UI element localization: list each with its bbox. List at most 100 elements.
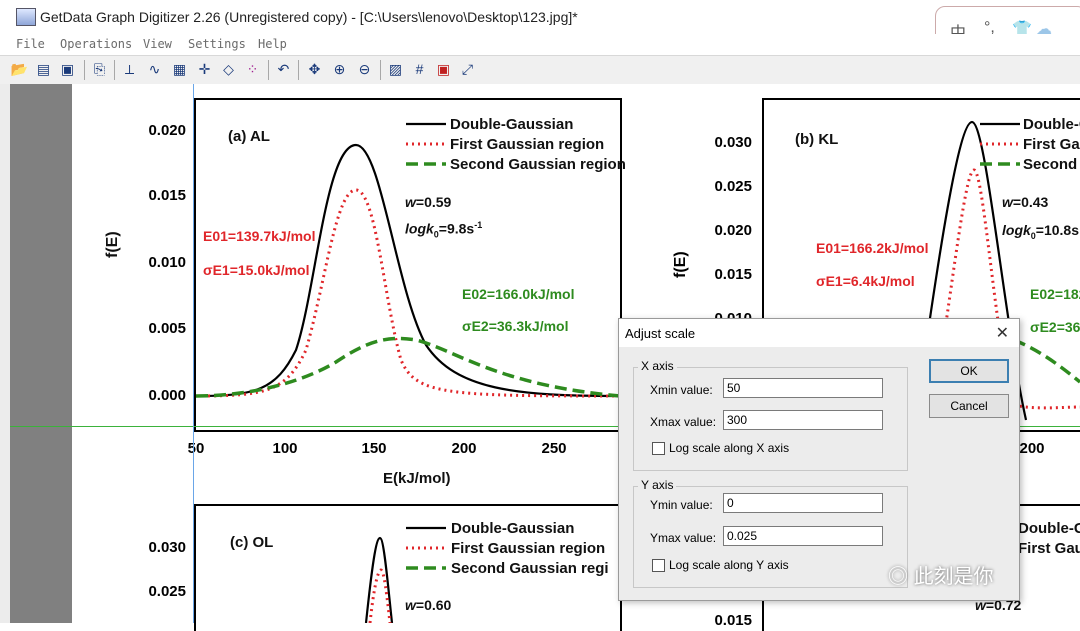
canvas-gutter-edge bbox=[0, 84, 10, 623]
cancel-button[interactable]: Cancel bbox=[929, 394, 1009, 418]
plot-a-ytick: 0.015 bbox=[148, 187, 186, 204]
y-axis-group-label: Y axis bbox=[638, 478, 677, 492]
plot-a-ytick: 0.000 bbox=[148, 387, 186, 404]
copy-icon[interactable]: ⎘ bbox=[93, 61, 106, 77]
menu-help[interactable]: Help bbox=[258, 37, 287, 51]
plot-a-xlabel: E(kJ/mol) bbox=[383, 470, 451, 487]
legend-double-gaussian: Double-Gaussian bbox=[450, 116, 574, 133]
point-capture-icon[interactable]: ✛ bbox=[198, 61, 211, 77]
plot-a-xtick: 50 bbox=[187, 440, 205, 457]
plot-c-legend-first: First Gaussian region bbox=[451, 540, 606, 557]
plot-c-legend-second: Second Gaussian regi bbox=[451, 560, 609, 577]
log-y-label: Log scale along Y axis bbox=[669, 558, 789, 572]
adjust-scale-dialog: Adjust scale ✕ X axis Xmin value: Xmax v… bbox=[618, 318, 1020, 601]
plot-a-xtick: 250 bbox=[541, 440, 567, 457]
axes-icon[interactable]: ⟂ bbox=[124, 61, 135, 77]
toolbar-separator bbox=[268, 60, 269, 80]
plot-b-ylabel: f(E) bbox=[672, 251, 689, 278]
plot-a-xtick: 200 bbox=[451, 440, 477, 457]
plot-b-ytick: 0.015 bbox=[714, 266, 752, 283]
grid-icon[interactable]: # bbox=[415, 61, 424, 77]
toolbar-separator bbox=[298, 60, 299, 80]
plot-c-ytick: 0.030 bbox=[148, 539, 186, 556]
plot-b-curves bbox=[912, 120, 1080, 430]
plot-b-legend-second: Second bbox=[1023, 156, 1078, 173]
close-icon[interactable]: ✕ bbox=[995, 325, 1009, 342]
xmax-input[interactable] bbox=[723, 410, 883, 430]
title-bar: GetData Graph Digitizer 2.26 (Unregister… bbox=[0, 0, 1080, 52]
log-x-checkbox[interactable] bbox=[652, 442, 665, 455]
plot-a-ytick: 0.005 bbox=[148, 320, 186, 337]
plot-b-sigma-e2: σE2=36. bbox=[1030, 319, 1080, 335]
menu-bar: File Operations View Settings Help bbox=[0, 34, 1080, 54]
ymax-label: Ymax value: bbox=[650, 531, 717, 545]
plot-b-ytick: 0.030 bbox=[714, 134, 752, 151]
save-icon[interactable]: ▣ bbox=[60, 61, 75, 77]
digitize-area-icon[interactable]: ▦ bbox=[172, 61, 187, 77]
plot-a-legend-keys bbox=[406, 122, 446, 166]
window-title: GetData Graph Digitizer 2.26 (Unregister… bbox=[40, 9, 578, 25]
ok-button[interactable]: OK bbox=[929, 359, 1009, 383]
plot-b-ytick: 0.020 bbox=[714, 222, 752, 239]
grid-points-icon[interactable]: ⁘ bbox=[246, 61, 259, 77]
cloud-icon: ☁ bbox=[1036, 21, 1052, 38]
ime-punct[interactable]: °, bbox=[984, 19, 995, 36]
plot-b-e02: E02=182 bbox=[1030, 286, 1080, 302]
plot-a-ytick: 0.010 bbox=[148, 254, 186, 271]
pan-icon[interactable]: ✥ bbox=[308, 61, 321, 77]
wechat-icon: ◎ bbox=[888, 566, 914, 588]
ymax-input[interactable] bbox=[723, 526, 883, 546]
zoom-in-icon[interactable]: ⊕ bbox=[333, 61, 346, 77]
menu-settings[interactable]: Settings bbox=[188, 37, 246, 51]
open-icon[interactable]: 📂 bbox=[10, 61, 29, 77]
eraser-icon[interactable]: ◇ bbox=[223, 61, 234, 77]
plot-a-sigma-e2: σE2=36.3kJ/mol bbox=[462, 318, 569, 334]
legend-second-gaussian: Second Gaussian region bbox=[450, 156, 626, 173]
shirt-icon[interactable]: 👕 bbox=[1012, 21, 1032, 38]
image-icon[interactable]: ▨ bbox=[388, 61, 403, 77]
toolbar: 📂 ▤ ▣ ⎘ ⟂ ∿ ▦ ✛ ◇ ⁘ ↶ ✥ ⊕ ⊖ ▨ # ▣ ⤢ bbox=[0, 55, 1080, 85]
plot-b-w: w=0.43 bbox=[1002, 194, 1049, 210]
plot-a-label: (a) AL bbox=[228, 128, 270, 145]
plot-b-legend-double: Double-Ga bbox=[1023, 116, 1080, 133]
plot-b-sigma-e1: σE1=6.4kJ/mol bbox=[816, 273, 915, 289]
toolbar-separator bbox=[84, 60, 85, 80]
plot-c-legend-double: Double-Gaussian bbox=[451, 520, 575, 537]
y-axis-group bbox=[633, 486, 908, 588]
plot-b-legend-first: First Ga bbox=[1023, 136, 1080, 153]
menu-file[interactable]: File bbox=[16, 37, 45, 51]
menu-view[interactable]: View bbox=[143, 37, 172, 51]
xmin-input[interactable] bbox=[723, 378, 883, 398]
plot-b-e01: E01=166.2kJ/mol bbox=[816, 240, 929, 256]
app-icon bbox=[16, 8, 36, 26]
plot-d-w: w=0.72 bbox=[975, 597, 1022, 613]
legend-first-gaussian: First Gaussian region bbox=[450, 136, 605, 153]
ymin-input[interactable] bbox=[723, 493, 883, 513]
log-y-checkbox[interactable] bbox=[652, 559, 665, 572]
ymin-label: Ymin value: bbox=[650, 498, 713, 512]
undo-icon[interactable]: ↶ bbox=[277, 61, 290, 77]
plot-c-legend-keys bbox=[406, 526, 446, 570]
plot-a-e01: E01=139.7kJ/mol bbox=[203, 228, 316, 244]
points-icon[interactable]: ▣ bbox=[436, 61, 451, 77]
plot-a-logk: logk0=9.8s-1 bbox=[405, 220, 483, 240]
plot-a-frame bbox=[194, 98, 622, 432]
plot-a-xtick: 150 bbox=[361, 440, 387, 457]
x-axis-guide-line bbox=[10, 426, 1080, 427]
log-x-label: Log scale along X axis bbox=[669, 441, 790, 455]
graph-icon[interactable]: ⤢ bbox=[461, 61, 474, 77]
scan-icon[interactable]: ▤ bbox=[36, 61, 51, 77]
plot-c-curves bbox=[364, 536, 394, 623]
plot-b-logk: logk0=10.8s bbox=[1002, 222, 1080, 241]
plot-a-ytick: 0.020 bbox=[148, 122, 186, 139]
menu-operations[interactable]: Operations bbox=[60, 37, 133, 51]
toolbar-separator bbox=[114, 60, 115, 80]
plot-d-ytick: 0.015 bbox=[714, 612, 752, 629]
canvas-gutter bbox=[0, 84, 72, 623]
zoom-out-icon[interactable]: ⊖ bbox=[358, 61, 371, 77]
dialog-title: Adjust scale bbox=[625, 326, 696, 341]
plot-b-ytick: 0.025 bbox=[714, 178, 752, 195]
plot-c-w: w=0.60 bbox=[405, 597, 452, 613]
digitize-line-icon[interactable]: ∿ bbox=[148, 61, 161, 77]
y-axis-guide-line bbox=[193, 84, 194, 623]
